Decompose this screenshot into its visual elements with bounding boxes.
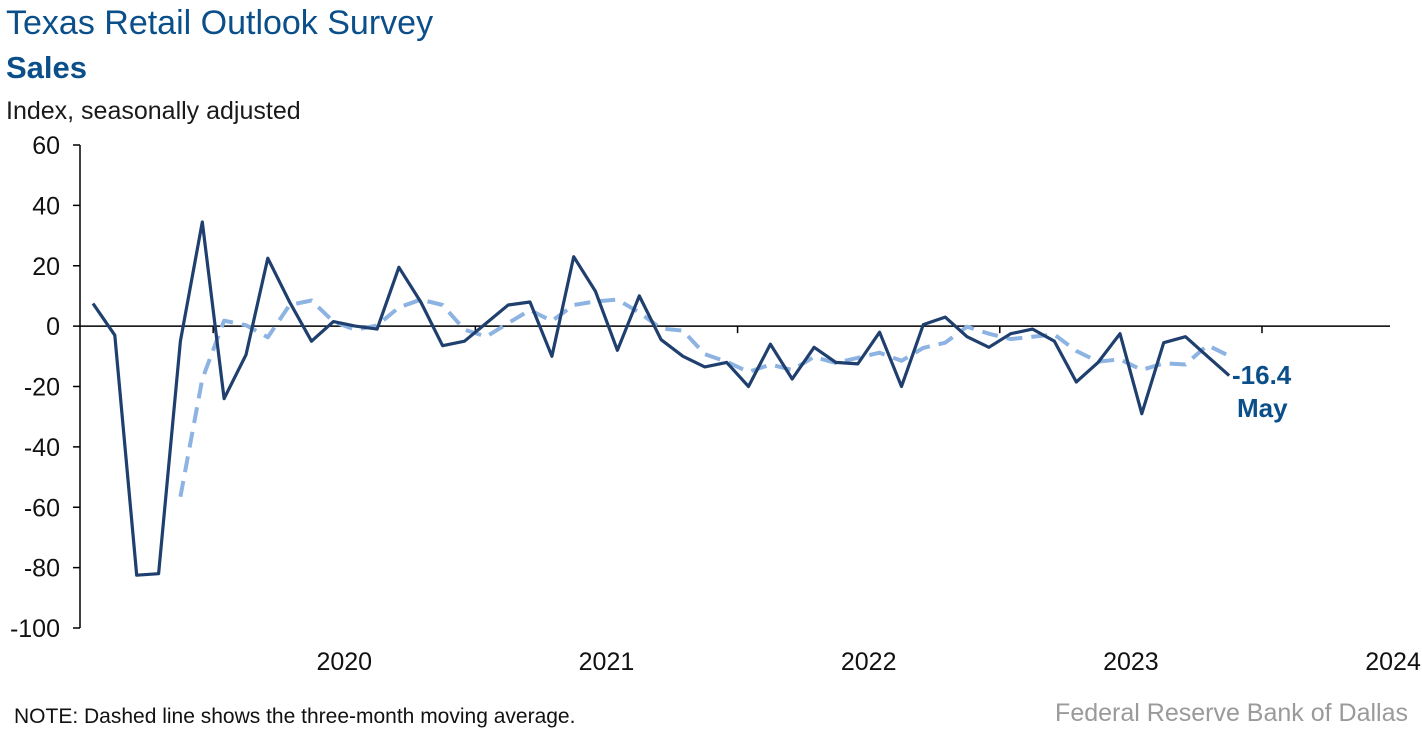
y-tick-label: -100 [10,615,60,643]
x-tick-label: 2021 [579,648,635,676]
source-credit: Federal Reserve Bank of Dallas [1055,699,1408,727]
monthly-index-line [91,220,1231,577]
x-tick-label: 2024 [1365,648,1421,676]
y-tick-label: 40 [32,192,60,220]
x-tick-label: 2023 [1103,648,1159,676]
chart-subtitle: Sales [6,50,88,85]
last-month-label: May [1237,393,1288,423]
x-tick-label: 2020 [316,648,372,676]
footnote: NOTE: Dashed line shows the three-month … [14,705,576,728]
y-tick-label: 0 [46,313,60,341]
y-tick-label: -60 [24,494,60,522]
moving-average-line [178,297,1231,498]
y-tick-label: 20 [32,253,60,281]
x-tick-labels: 2020 2021 2022 2023 2024 [316,648,1421,676]
last-value-label: -16.4 [1232,360,1292,390]
chart-title: Texas Retail Outlook Survey [6,4,434,42]
y-axis-label: Index, seasonally adjusted [6,97,301,125]
y-tick-labels: 60 40 20 0 -20 -40 -60 -80 -100 [10,132,60,643]
x-tick-label: 2022 [841,648,897,676]
y-tick-label: -20 [24,374,60,402]
series [91,220,1231,577]
y-tick-label: -40 [24,434,60,462]
y-tick-label: 60 [32,132,60,160]
y-tick-label: -80 [24,555,60,583]
axes [73,144,1390,629]
